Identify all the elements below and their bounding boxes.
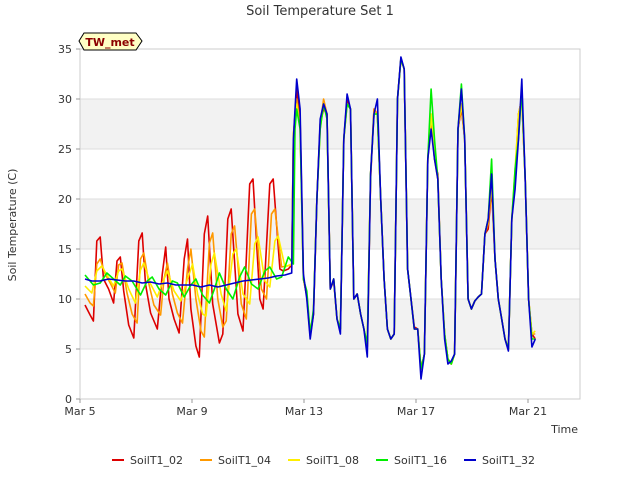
- legend-label-soilt1_32: SoilT1_32: [482, 454, 535, 467]
- chart-title: Soil Temperature Set 1: [246, 4, 394, 19]
- site-badge: TW_met: [78, 32, 143, 51]
- x-tick-label: Mar 17: [397, 405, 435, 418]
- plot-band: [80, 299, 580, 349]
- series-lines: [84, 56, 537, 380]
- x-axis-label: Time: [550, 423, 578, 436]
- y-tick-label: 15: [58, 243, 72, 256]
- y-tick-label: 20: [58, 193, 72, 206]
- y-axis-ticks: 0 5 10 15 20 25 30 35: [58, 43, 80, 406]
- x-axis-ticks: Mar 5 Mar 9 Mar 13 Mar 17 Mar 21: [64, 399, 547, 418]
- y-tick-label: 0: [65, 393, 72, 406]
- y-tick-label: 5: [65, 343, 72, 356]
- y-tick-label: 10: [58, 293, 72, 306]
- x-tick-label: Mar 5: [64, 405, 95, 418]
- x-tick-label: Mar 9: [176, 405, 207, 418]
- site-badge-shape: [78, 32, 143, 51]
- x-tick-label: Mar 21: [509, 405, 547, 418]
- plot-background-bands: [80, 99, 580, 349]
- legend-label-soilt1_08: SoilT1_08: [306, 454, 359, 467]
- plot-band: [80, 99, 580, 149]
- x-tick-label: Mar 13: [285, 405, 323, 418]
- site-badge-text: TW_met: [85, 36, 134, 49]
- y-tick-label: 30: [58, 93, 72, 106]
- legend-label-soilt1_02: SoilT1_02: [130, 454, 183, 467]
- legend-label-soilt1_16: SoilT1_16: [394, 454, 447, 467]
- y-axis-label: Soil Temperature (C): [6, 169, 19, 282]
- legend: SoilT1_02 SoilT1_04 SoilT1_08 SoilT1_16 Soil…: [112, 454, 535, 467]
- legend-label-soilt1_04: SoilT1_04: [218, 454, 271, 467]
- series-line-soilt1_32: [84, 56, 537, 380]
- y-tick-label: 35: [58, 43, 72, 56]
- y-tick-label: 25: [58, 143, 72, 156]
- plot-area-border: [79, 48, 581, 400]
